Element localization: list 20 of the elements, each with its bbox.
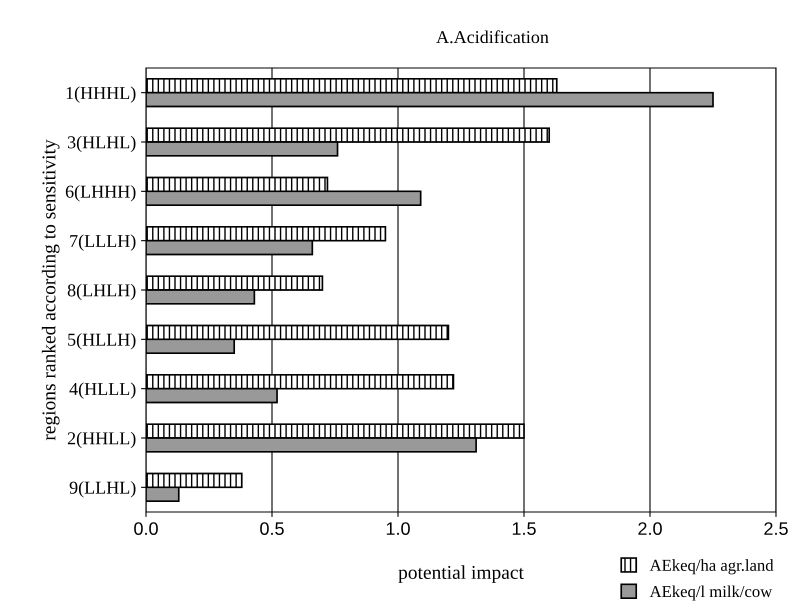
y-tick-label: 9(LLHL) — [70, 481, 136, 498]
y-tick-label: 3(HLHL) — [68, 136, 136, 152]
x-tick-label: 0.0 — [134, 522, 158, 535]
chart-title: A.Acidification — [436, 30, 549, 44]
legend-label: AEkeq/ha agr.land — [650, 559, 774, 574]
y-tick-label: 8(LHLH) — [68, 284, 136, 300]
y-tick-label: 2(HHLL) — [68, 432, 136, 448]
y-axis-title: regions ranked according to sensitivity — [42, 139, 60, 440]
x-tick-label: 0.5 — [260, 522, 284, 535]
y-tick-label: 4(HLLL) — [69, 382, 136, 399]
legend-label: AEkeq/l milk/cow — [650, 585, 772, 601]
x-tick-label: 1.0 — [386, 522, 410, 535]
y-tick-label: 1(HHHL) — [66, 86, 136, 103]
y-tick-label: 5(HLLH) — [68, 333, 136, 350]
x-axis-title: potential impact — [398, 565, 524, 583]
x-tick-label: 2.0 — [638, 522, 662, 535]
x-tick-label: 1.5 — [512, 522, 536, 535]
y-tick-label: 6(LHHH) — [66, 185, 136, 202]
x-tick-label: 2.5 — [764, 522, 788, 535]
y-tick-label: 7(LLLH) — [70, 234, 136, 251]
